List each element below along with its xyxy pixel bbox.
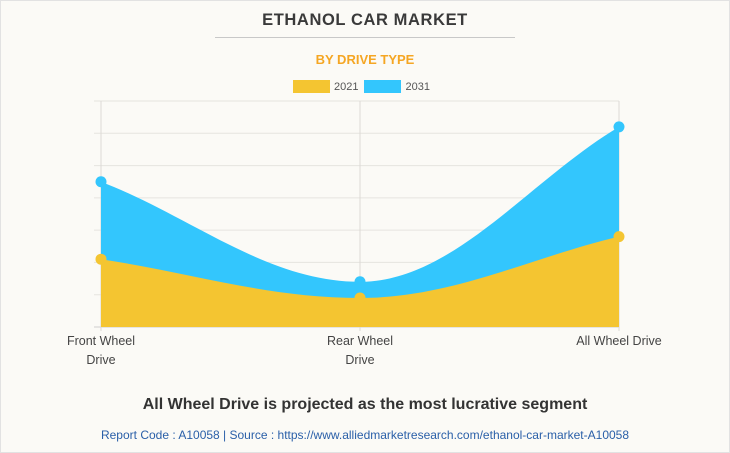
area-series-2021: [101, 236, 619, 327]
data-point-2021-2[interactable]: [613, 231, 625, 243]
x-tick-label: Rear Wheel Drive: [300, 332, 420, 370]
chart-title: ETHANOL CAR MARKET: [262, 11, 468, 29]
headline: All Wheel Drive is projected as the most…: [142, 396, 588, 413]
source-line[interactable]: Report Code : A10058 | Source : https://…: [100, 428, 630, 442]
series-points: [95, 121, 625, 304]
legend-label-2031[interactable]: 2031: [405, 80, 430, 93]
x-tick-label-line: Drive: [345, 353, 375, 367]
x-tick-label-line: Drive: [86, 353, 116, 367]
title-divider: [215, 37, 515, 38]
x-tick-label: Front Wheel Drive: [41, 332, 161, 370]
legend-label-2021[interactable]: 2021: [334, 80, 359, 93]
data-point-2031-2[interactable]: [613, 121, 625, 133]
legend-swatch-2031[interactable]: [364, 80, 402, 93]
chart-subtitle: BY DRIVE TYPE: [315, 52, 415, 67]
x-tick-label-line: Rear Wheel: [327, 334, 393, 348]
data-point-2021-1[interactable]: [354, 292, 366, 304]
series-areas: [101, 126, 619, 327]
data-point-2031-0[interactable]: [95, 176, 107, 188]
legend: 2021 2031: [293, 80, 436, 93]
data-point-2021-0[interactable]: [95, 253, 107, 265]
x-tick-label-line: All Wheel Drive: [576, 334, 662, 348]
data-point-2031-1[interactable]: [354, 276, 366, 288]
x-tick-label: All Wheel Drive: [559, 332, 679, 351]
legend-swatch-2021[interactable]: [293, 80, 330, 93]
x-tick-label-line: Front Wheel: [66, 334, 136, 348]
